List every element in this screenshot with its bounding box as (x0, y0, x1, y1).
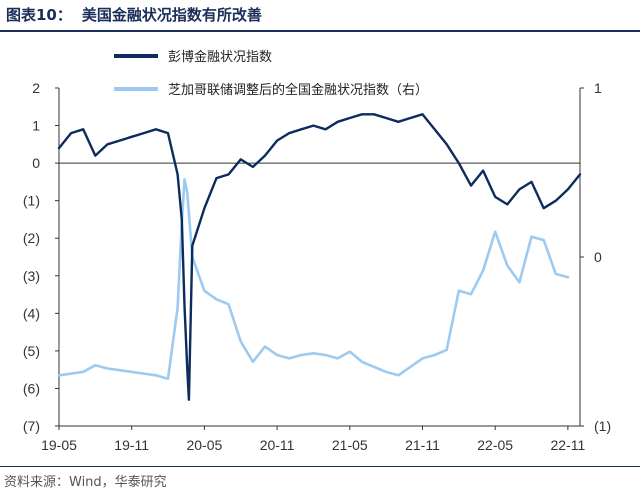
legend-label-1: 彭博金融状况指数 (168, 49, 272, 65)
tick-labels: 2 1 0 (1) (2) (3) (4) (5) (6) (7) 1 0 (1) 19-05 19-11 2… (23, 80, 611, 453)
source-note: 资料来源：Wind，华泰研究 (4, 475, 167, 490)
y-left-tick-label: (3) (23, 268, 40, 284)
x-tick-label: 20-05 (186, 437, 222, 453)
y-right-tick-label: (1) (594, 418, 611, 434)
x-tick-label: 22-11 (550, 437, 585, 453)
axes (55, 87, 584, 430)
title-rule (0, 30, 640, 32)
y-right-tick-label: 0 (594, 249, 602, 265)
figure-number: 图表10： (6, 6, 72, 24)
y-left-tick-label: 1 (32, 118, 40, 134)
source-rule (0, 466, 640, 467)
x-tick-label: 19-11 (114, 437, 149, 453)
x-tick-label: 19-05 (41, 437, 77, 453)
y-right-tick-label: 1 (594, 80, 602, 96)
y-left-tick-label: (1) (23, 193, 40, 209)
series-line-2 (57, 178, 570, 380)
y-left-tick-label: 0 (32, 155, 40, 171)
series-line-1 (57, 113, 582, 401)
legend-label-2: 芝加哥联储调整后的全国金融状况指数（右） (168, 82, 428, 98)
series-layer (57, 113, 582, 401)
x-tick-label: 21-11 (405, 437, 440, 453)
figure-title-text: 美国金融状况指数有所改善 (81, 6, 262, 24)
y-left-tick-label: 2 (32, 80, 40, 96)
x-tick-label: 22-05 (477, 437, 513, 453)
x-tick-label: 20-11 (260, 437, 295, 453)
y-left-tick-label: (2) (23, 230, 40, 246)
figure-title: 图表10： 美国金融状况指数有所改善 (6, 4, 262, 26)
y-left-tick-label: (7) (23, 418, 40, 434)
y-left-tick-label: (4) (23, 305, 40, 321)
x-tick-label: 21-05 (332, 437, 368, 453)
y-left-tick-label: (6) (23, 380, 40, 396)
y-left-tick-label: (5) (23, 343, 40, 359)
